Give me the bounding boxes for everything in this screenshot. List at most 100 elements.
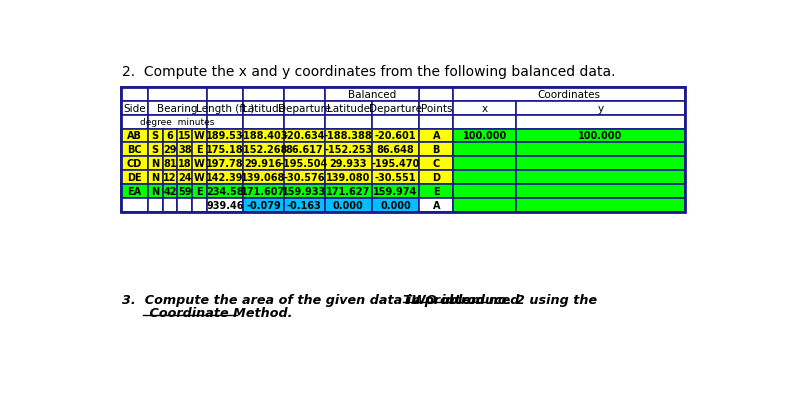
Bar: [148, 157, 163, 171]
Bar: [207, 185, 243, 198]
Text: Coordinates: Coordinates: [538, 90, 600, 100]
Text: AB: AB: [127, 131, 142, 141]
Bar: [454, 88, 685, 102]
Bar: [163, 143, 178, 157]
Bar: [516, 102, 685, 115]
Bar: [121, 88, 148, 102]
Bar: [121, 88, 685, 212]
Text: -0.079: -0.079: [246, 200, 281, 210]
Text: S: S: [151, 131, 159, 141]
Bar: [419, 198, 454, 212]
Bar: [121, 157, 148, 171]
Bar: [178, 143, 192, 157]
Text: A: A: [432, 200, 440, 210]
Bar: [178, 157, 192, 171]
Text: degree  minutes: degree minutes: [140, 118, 215, 127]
Bar: [324, 185, 372, 198]
Bar: [121, 143, 148, 157]
Text: 6: 6: [167, 131, 174, 141]
Bar: [516, 198, 685, 212]
Text: D: D: [432, 173, 440, 183]
Bar: [178, 129, 192, 143]
Bar: [419, 185, 454, 198]
Text: CD: CD: [127, 159, 142, 169]
Bar: [372, 198, 419, 212]
Bar: [148, 185, 163, 198]
Bar: [324, 88, 419, 102]
Bar: [192, 129, 207, 143]
Bar: [192, 171, 207, 185]
Text: N: N: [151, 186, 159, 196]
Text: -30.551: -30.551: [375, 173, 416, 183]
Text: N: N: [151, 159, 159, 169]
Text: 171.607: 171.607: [241, 186, 285, 196]
Text: 139.068: 139.068: [241, 173, 285, 183]
Text: Bearing: Bearing: [157, 104, 197, 113]
Bar: [207, 129, 243, 143]
Bar: [243, 129, 284, 143]
Text: 12: 12: [163, 173, 177, 183]
Bar: [454, 157, 516, 171]
Bar: [284, 157, 324, 171]
Bar: [372, 171, 419, 185]
Bar: [516, 115, 685, 129]
Bar: [419, 171, 454, 185]
Text: E: E: [196, 186, 203, 196]
Text: 100.000: 100.000: [578, 131, 623, 141]
Bar: [207, 115, 243, 129]
Bar: [324, 115, 372, 129]
Text: Length (ft.): Length (ft.): [196, 104, 255, 113]
Text: -195.504: -195.504: [280, 159, 328, 169]
Text: 24: 24: [178, 173, 192, 183]
Text: Points: Points: [420, 104, 452, 113]
Text: Latitude: Latitude: [242, 104, 285, 113]
Text: EA: EA: [128, 186, 141, 196]
Text: B: B: [432, 145, 440, 155]
Bar: [454, 102, 516, 115]
Bar: [121, 115, 148, 129]
Text: x: x: [481, 104, 488, 113]
Text: 86.617: 86.617: [285, 145, 323, 155]
Bar: [121, 88, 685, 212]
Bar: [243, 143, 284, 157]
Bar: [454, 143, 516, 157]
Text: Coordinate Method.: Coordinate Method.: [136, 306, 292, 319]
Text: W: W: [194, 131, 205, 141]
Text: BC: BC: [127, 145, 142, 155]
Bar: [284, 198, 324, 212]
Text: 139.080: 139.080: [326, 173, 370, 183]
Bar: [454, 129, 516, 143]
Bar: [324, 143, 372, 157]
Text: 142.39: 142.39: [206, 173, 243, 183]
Bar: [516, 143, 685, 157]
Bar: [148, 198, 163, 212]
Text: 59: 59: [178, 186, 192, 196]
Text: -188.403: -188.403: [239, 131, 288, 141]
Text: S: S: [151, 145, 159, 155]
Bar: [163, 198, 178, 212]
Bar: [372, 102, 419, 115]
Text: 159.933: 159.933: [282, 186, 326, 196]
Text: Departure: Departure: [278, 104, 331, 113]
Bar: [148, 171, 163, 185]
Bar: [192, 198, 207, 212]
Bar: [516, 185, 685, 198]
Text: 15: 15: [178, 131, 192, 141]
Bar: [454, 171, 516, 185]
Text: -20.601: -20.601: [375, 131, 416, 141]
Text: -30.576: -30.576: [283, 173, 325, 183]
Bar: [148, 102, 207, 115]
Text: N: N: [151, 173, 159, 183]
Text: TWO introduced: TWO introduced: [403, 293, 519, 306]
Bar: [419, 102, 454, 115]
Bar: [284, 102, 324, 115]
Bar: [163, 129, 178, 143]
Bar: [516, 129, 685, 143]
Bar: [207, 171, 243, 185]
Text: 234.58: 234.58: [206, 186, 244, 196]
Bar: [324, 129, 372, 143]
Text: 38: 38: [178, 145, 192, 155]
Text: -152.253: -152.253: [324, 145, 373, 155]
Text: E: E: [433, 186, 439, 196]
Bar: [148, 143, 163, 157]
